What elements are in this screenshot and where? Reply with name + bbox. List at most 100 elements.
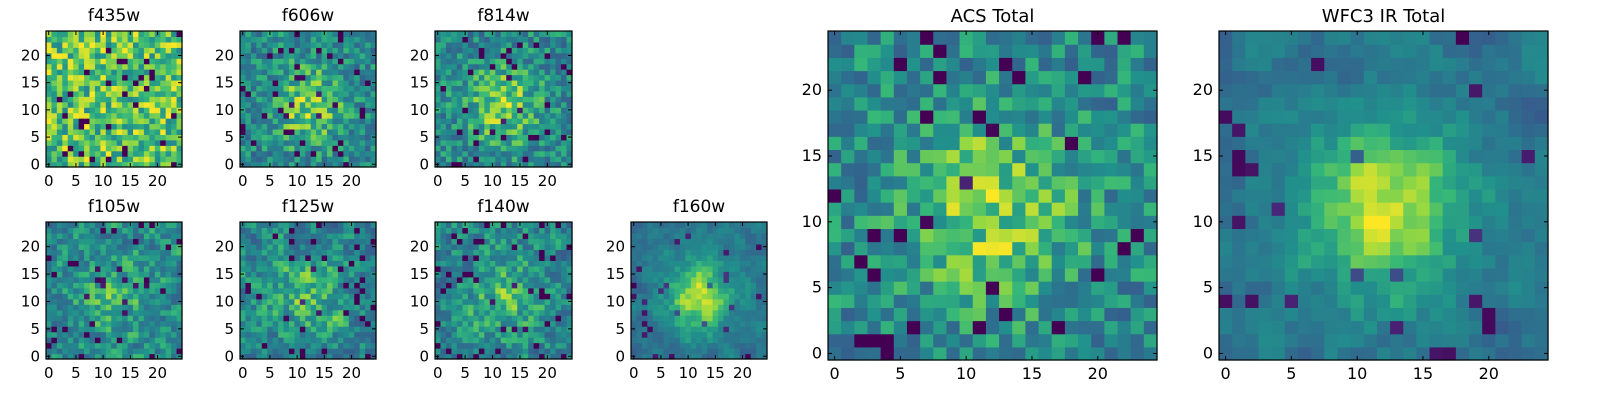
heatmap-cell (500, 36, 507, 43)
heatmap-cell (473, 118, 480, 125)
heatmap-cell (1038, 188, 1053, 203)
heatmap-cell (272, 36, 279, 43)
heatmap-cell (550, 315, 557, 322)
heatmap-cell (316, 320, 323, 327)
heatmap-cell (84, 101, 91, 108)
heatmap-cell (359, 69, 366, 76)
heatmap-cell (636, 260, 643, 267)
heatmap-cell (138, 101, 145, 108)
heatmap-cell (658, 298, 665, 305)
heatmap-cell (160, 315, 167, 322)
heatmap-cell (272, 293, 279, 300)
heatmap-cell (1117, 333, 1132, 348)
heatmap-cell (539, 293, 546, 300)
heatmap-cell (506, 52, 513, 59)
heatmap-cell (343, 145, 350, 152)
heatmap-cell (841, 188, 855, 203)
heatmap-cell (299, 74, 306, 81)
heatmap-cell (127, 304, 134, 311)
heatmap-cell (489, 232, 496, 240)
heatmap-cell (756, 298, 763, 305)
heatmap-cell (478, 52, 485, 59)
heatmap-cell (696, 260, 703, 267)
heatmap-cell (138, 348, 145, 355)
heatmap-cell (250, 337, 257, 344)
heatmap-cell (165, 315, 172, 322)
heatmap-cell (723, 298, 730, 305)
heatmap-cell (495, 69, 502, 76)
heatmap-cell (734, 315, 741, 322)
heatmap-cell (250, 238, 257, 245)
heatmap-cell (462, 276, 469, 283)
heatmap-cell (321, 96, 328, 103)
heatmap-cell (133, 265, 140, 272)
heatmap-cell (73, 112, 80, 119)
heatmap-cell (89, 348, 96, 355)
heatmap-cell (906, 254, 921, 269)
heatmap-cell (445, 304, 453, 311)
heatmap-cell (143, 156, 150, 163)
heatmap-cell (739, 254, 746, 261)
heatmap-cell (316, 342, 323, 349)
heatmap-cell (658, 342, 665, 349)
heatmap-cell (165, 342, 172, 349)
heatmap-cell (528, 304, 535, 311)
heatmap-cell (893, 294, 908, 308)
heatmap-cell (435, 58, 442, 65)
heatmap-cell (62, 145, 69, 152)
heatmap-cell (288, 353, 295, 360)
heatmap-cell (133, 134, 140, 141)
heatmap-cell (854, 175, 869, 190)
heatmap-cell (327, 41, 334, 48)
heatmap-cell (133, 309, 140, 316)
heatmap-cell (105, 238, 112, 245)
heatmap-cell (473, 85, 480, 92)
heatmap-cell (160, 107, 167, 114)
heatmap-cell (435, 47, 442, 54)
heatmap-cell (511, 63, 518, 70)
heatmap-cell (674, 260, 681, 267)
heatmap-cell (517, 79, 524, 86)
heatmap-cell (343, 298, 350, 305)
heatmap-cell (652, 271, 659, 278)
heatmap-cell (473, 156, 480, 163)
heatmap-cell (116, 227, 123, 234)
heatmap-cell (828, 175, 842, 190)
heatmap-cell (1078, 175, 1092, 190)
heatmap-cell (489, 298, 496, 305)
heatmap-cell (299, 271, 306, 278)
heatmap-cell (89, 134, 96, 141)
heatmap-cell (663, 326, 670, 333)
heatmap-cell (294, 282, 301, 289)
heatmap-cell (51, 320, 58, 327)
heatmap-cell (745, 331, 752, 338)
heatmap-cell (149, 320, 156, 327)
heatmap-cell (160, 112, 167, 119)
heatmap-cell (478, 298, 485, 305)
heatmap-cell (299, 96, 306, 103)
heatmap-cell (478, 156, 485, 163)
heatmap-cell (959, 188, 974, 203)
heatmap-cell (149, 298, 156, 305)
heatmap-cell (841, 320, 855, 335)
heatmap-cell (51, 123, 58, 130)
heatmap-cell (550, 304, 557, 311)
heatmap-cell (506, 326, 513, 333)
heatmap-cell (84, 222, 91, 229)
heatmap-cell (321, 63, 328, 70)
heatmap-cell (451, 243, 458, 250)
heatmap-cell (828, 281, 842, 295)
heatmap-cell (343, 79, 350, 86)
heatmap-cell (561, 79, 568, 86)
heatmap-cell (365, 161, 372, 168)
heatmap-cell (451, 222, 458, 229)
heatmap-cell (332, 271, 339, 278)
heatmap-cell (631, 342, 638, 349)
heatmap-cell (999, 162, 1013, 177)
heatmap-cell (761, 260, 768, 267)
heatmap-cell (533, 254, 540, 261)
heatmap-cell (647, 342, 654, 349)
heatmap-cell (78, 31, 85, 38)
heatmap-cell (240, 74, 247, 81)
heatmap-cell (533, 139, 540, 146)
